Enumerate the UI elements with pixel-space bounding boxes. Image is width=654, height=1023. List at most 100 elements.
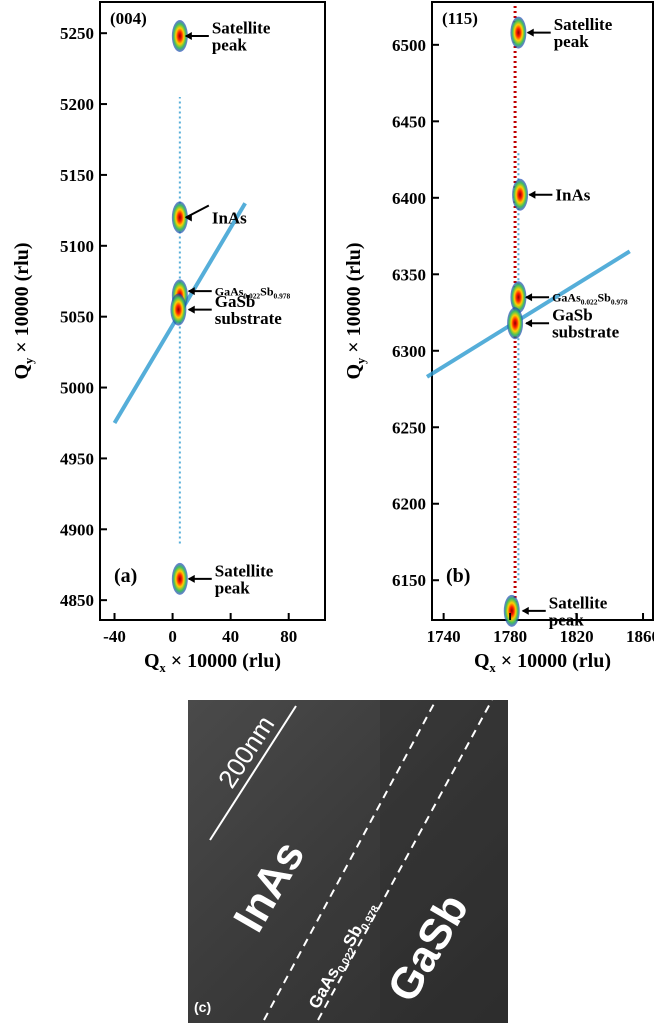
annotation: substrate [215,309,283,328]
arrow-head [184,32,192,41]
x-tick-label: 1860 [626,627,654,646]
panel-title: (115) [442,9,478,28]
text-segment: GaSb [215,292,256,311]
peak [503,594,520,627]
text-segment: peak [212,35,248,54]
peak [510,16,527,49]
text-segment: peak [554,32,590,51]
y-tick-label: 6300 [392,342,426,361]
text-segment: Q [11,364,33,380]
text-segment: Satellite [215,561,274,580]
x-tick-label: 0 [168,627,177,646]
text-segment: peak [549,610,585,629]
subscript: 0.978 [611,297,628,306]
subscript: 0.022 [243,291,260,300]
annotation: Satellite [554,15,613,34]
x-tick-label: 40 [222,627,239,646]
peak [171,562,188,595]
arrow-head [187,305,195,314]
subscript: x [160,661,167,675]
y-axis-label: Qy × 10000 (rlu) [11,242,36,379]
annotation: InAs [555,186,590,205]
text-segment: Q [474,650,490,672]
text-segment: × 10000 (rlu) [496,650,611,672]
text-segment: Sb [597,290,611,304]
y-tick-label: 4850 [60,591,94,610]
streak [425,249,631,379]
arrow-head [526,28,534,37]
arrow-head [184,213,192,222]
text-segment: GaAs [552,290,581,304]
text-segment: Q [144,650,160,672]
panel-label: (c) [194,999,211,1015]
annotation: peak [549,610,585,629]
arrow-head [525,319,533,328]
y-tick-label: 4950 [60,449,94,468]
plot-frame [99,1,326,621]
y-tick-label: 6350 [392,265,426,284]
panel-label: (b) [446,565,470,587]
x-tick-label: 1780 [493,627,527,646]
text-segment: × 10000 (rlu) [166,650,281,672]
x-tick-label: -40 [103,627,126,646]
annotation: peak [212,35,248,54]
annotation: GaAs0.022Sb0.978 [215,284,291,300]
text-segment: InAs [555,186,590,205]
text-segment: Satellite [549,593,608,612]
y-tick-label: 4900 [60,520,94,539]
tem-image: 200nm InAs GaAs0.022Sb0.978 GaSb (c) [188,699,508,1023]
annotation: Satellite [215,561,274,580]
arrow-head [521,606,529,615]
subscript: 0.022 [581,297,598,306]
y-axis-label: Qy × 10000 (rlu) [343,242,368,379]
text-segment: Sb [260,284,274,298]
peak [507,307,524,340]
text-segment: InAs [212,208,247,227]
x-axis-label: Qx × 10000 (rlu) [144,650,281,675]
scale-bar [209,705,297,841]
y-tick-label: 5200 [60,95,94,114]
text-segment: substrate [215,309,283,328]
y-tick-label: 6250 [392,418,426,437]
panel-title: (004) [110,9,147,28]
y-tick-label: 5050 [60,308,94,327]
y-tick-label: 6200 [392,495,426,514]
text-segment: peak [215,578,251,597]
tem-shade [380,700,508,1023]
text-segment: Satellite [554,15,613,34]
arrow-head [187,574,195,583]
text-segment: × 10000 (rlu) [11,242,33,357]
y-tick-label: 6400 [392,189,426,208]
text-segment: Satellite [212,18,271,37]
annotation: peak [554,32,590,51]
subscript: x [490,661,497,675]
y-tick-label: 5150 [60,166,94,185]
text-segment: substrate [552,323,620,342]
interface-line [317,699,493,1021]
interface-line [263,699,437,1021]
peak [510,281,527,314]
annotation: Satellite [212,18,271,37]
annotation: substrate [552,323,620,342]
annotation: GaAs0.022Sb0.978 [552,290,628,306]
peak [170,293,187,326]
text-segment: GaAs [215,284,244,298]
y-tick-label: 5100 [60,237,94,256]
arrow-head [187,287,195,296]
text-segment: GaSb [552,306,593,325]
y-tick-label: 5250 [60,24,94,43]
text-segment: Q [343,364,365,380]
peak [171,20,188,53]
x-tick-label: 80 [280,627,297,646]
y-tick-label: 5000 [60,379,94,398]
y-tick-label: 6500 [392,36,426,55]
annotation: Satellite [549,593,608,612]
y-tick-label: 6150 [392,571,426,590]
annotation: GaSb [552,306,593,325]
annotation: GaSb [215,292,256,311]
subscript: y [354,357,368,364]
arrow-head [528,190,536,199]
subscript: y [22,357,36,364]
x-axis-label: Qx × 10000 (rlu) [474,650,611,675]
x-tick-label: 1740 [427,627,461,646]
